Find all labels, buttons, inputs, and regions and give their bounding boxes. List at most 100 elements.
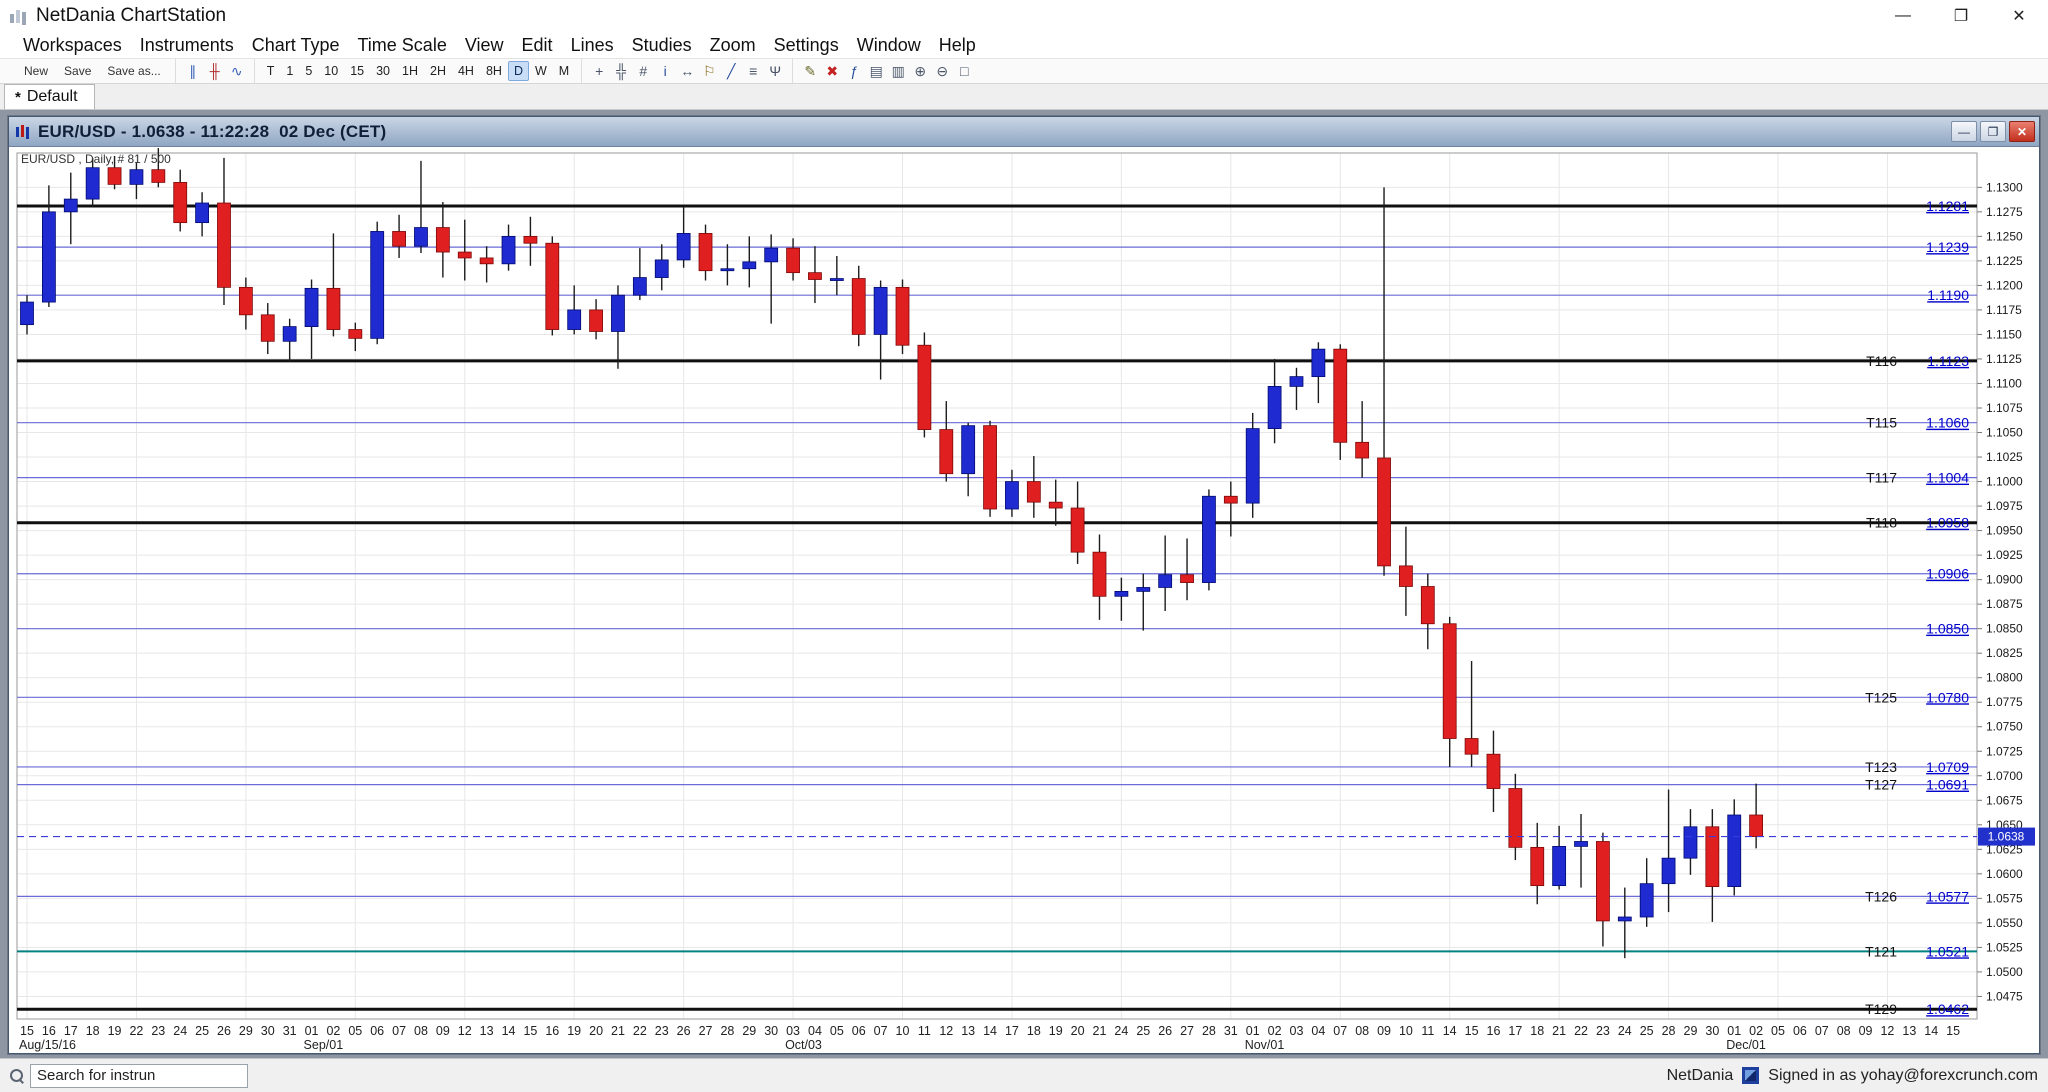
instrument-search xyxy=(10,1063,248,1088)
chart-restore-button[interactable]: ❐ xyxy=(1980,121,2006,142)
menubar: Workspaces Instruments Chart Type Time Scal… xyxy=(0,32,2048,58)
menu-instruments[interactable]: Instruments xyxy=(139,34,234,55)
timeframe-1h[interactable]: 1H xyxy=(402,64,418,78)
svg-text:1.0638: 1.0638 xyxy=(1988,830,2025,844)
chart-series-label: EUR/USD , Daily, # 81 / 500 xyxy=(21,152,171,166)
chart-body: EUR/USD , Daily, # 81 / 500 1.0475 1.0500… xyxy=(9,147,2039,1053)
brand-label: NetDania xyxy=(1666,1066,1734,1084)
candlestick-icon[interactable]: ╫ xyxy=(209,63,220,79)
svg-text:1.0577: 1.0577 xyxy=(1926,888,1969,904)
svg-text:21: 21 xyxy=(611,1024,625,1038)
edit-group: ✎ ✖ ƒ ▤ ▥ ⊕ ⊖ □ xyxy=(793,59,981,83)
studies-icon[interactable]: ƒ xyxy=(850,63,859,79)
timeframe-2h[interactable]: 2H xyxy=(430,64,446,78)
menu-workspaces[interactable]: Workspaces xyxy=(23,34,122,55)
svg-text:1.1300: 1.1300 xyxy=(1986,180,2023,194)
trendline-icon[interactable]: ╱ xyxy=(727,62,736,79)
timeframe-d[interactable]: D xyxy=(507,61,529,81)
chart-window-titlebar[interactable]: EUR/USD - 1.0638 - 11:22:28 02 Dec (CET)… xyxy=(9,117,2039,147)
snap-grid-icon[interactable]: # xyxy=(639,63,648,79)
pencil-icon[interactable]: ✎ xyxy=(804,62,817,79)
svg-text:13: 13 xyxy=(961,1024,975,1038)
svg-text:T129: T129 xyxy=(1865,1001,1897,1017)
tab-dirty-marker: * xyxy=(15,88,21,106)
svg-text:15: 15 xyxy=(523,1024,537,1038)
minimize-button[interactable]: — xyxy=(1895,7,1911,24)
pause-icon[interactable]: ∥ xyxy=(189,62,197,79)
svg-text:08: 08 xyxy=(1837,1024,1851,1038)
menu-lines[interactable]: Lines xyxy=(570,34,614,55)
svg-text:16: 16 xyxy=(1487,1024,1501,1038)
svg-text:T116: T116 xyxy=(1866,353,1897,369)
svg-text:Oct/03: Oct/03 xyxy=(785,1038,822,1052)
save-as--button[interactable]: Save as... xyxy=(107,64,161,78)
svg-text:26: 26 xyxy=(677,1024,691,1038)
timeframe-8h[interactable]: 8H xyxy=(485,64,502,78)
menu-settings[interactable]: Settings xyxy=(773,34,839,55)
svg-text:25: 25 xyxy=(1136,1024,1150,1038)
pitchfork-icon[interactable]: Ψ xyxy=(769,63,782,79)
menu-window[interactable]: Window xyxy=(856,34,921,55)
timeframe-t[interactable]: T xyxy=(266,64,275,78)
svg-text:17: 17 xyxy=(1508,1024,1522,1038)
menu-help[interactable]: Help xyxy=(938,34,976,55)
svg-text:T127: T127 xyxy=(1865,777,1897,793)
svg-text:1.0825: 1.0825 xyxy=(1986,646,2023,660)
timeframe-30[interactable]: 30 xyxy=(376,64,391,78)
new-button[interactable]: New xyxy=(24,64,49,78)
price-chart-canvas[interactable]: 1.0475 1.0500 1.0525 1.0550 1.0575 1.0600 1.06… xyxy=(9,147,2039,1053)
svg-text:1.0780: 1.0780 xyxy=(1926,689,1969,705)
menu-view[interactable]: View xyxy=(464,34,504,55)
delete-icon[interactable]: ✖ xyxy=(826,62,839,79)
svg-text:1.1050: 1.1050 xyxy=(1986,426,2023,440)
print-icon[interactable]: ▤ xyxy=(869,62,883,79)
timeframe-4h[interactable]: 4H xyxy=(457,64,474,78)
timeframe-w[interactable]: W xyxy=(534,64,547,78)
svg-text:Nov/01: Nov/01 xyxy=(1245,1038,1285,1052)
menu-zoom[interactable]: Zoom xyxy=(709,34,756,55)
svg-text:12: 12 xyxy=(939,1024,953,1038)
svg-text:13: 13 xyxy=(1902,1024,1916,1038)
menu-chart-type[interactable]: Chart Type xyxy=(251,34,340,55)
menu-time-scale[interactable]: Time Scale xyxy=(357,34,447,55)
chart-minimize-button[interactable]: — xyxy=(1951,121,1977,142)
tab-default[interactable]: * Default xyxy=(4,84,95,109)
expand-horizontal-icon[interactable]: ↔ xyxy=(680,63,695,79)
crosshair-icon[interactable]: + xyxy=(595,63,604,79)
print-preview-icon[interactable]: ▥ xyxy=(891,62,905,79)
fibonacci-icon[interactable]: ≡ xyxy=(749,63,758,79)
timeframe-m[interactable]: M xyxy=(558,64,570,78)
svg-text:T125: T125 xyxy=(1865,689,1897,705)
svg-text:1.1200: 1.1200 xyxy=(1986,278,2023,292)
svg-text:18: 18 xyxy=(86,1024,100,1038)
grid-icon[interactable]: ╬ xyxy=(616,63,627,79)
svg-text:30: 30 xyxy=(261,1024,275,1038)
svg-text:28: 28 xyxy=(1662,1024,1676,1038)
save-button[interactable]: Save xyxy=(64,64,92,78)
svg-text:24: 24 xyxy=(1114,1024,1128,1038)
timeframe-15[interactable]: 15 xyxy=(350,64,365,78)
timeframe-5[interactable]: 5 xyxy=(305,64,313,78)
close-button[interactable]: ✕ xyxy=(2012,8,2026,25)
maximize-button[interactable]: ❐ xyxy=(1953,8,1969,25)
timeframe-10[interactable]: 10 xyxy=(324,64,339,78)
svg-text:10: 10 xyxy=(1399,1024,1413,1038)
svg-text:02: 02 xyxy=(1268,1024,1282,1038)
alert-icon[interactable]: ⚐ xyxy=(702,62,716,79)
svg-text:12: 12 xyxy=(1880,1024,1894,1038)
svg-text:02: 02 xyxy=(326,1024,340,1038)
svg-text:1.1225: 1.1225 xyxy=(1986,254,2023,268)
zoom-box-icon[interactable]: □ xyxy=(959,63,969,79)
svg-text:1.0775: 1.0775 xyxy=(1986,695,2023,709)
chart-close-button[interactable]: ✕ xyxy=(2009,121,2035,142)
menu-studies[interactable]: Studies xyxy=(631,34,692,55)
info-icon[interactable]: i xyxy=(663,63,667,79)
zoom-out-icon[interactable]: ⊖ xyxy=(936,62,949,79)
zoom-in-icon[interactable]: ⊕ xyxy=(914,62,927,79)
menu-edit[interactable]: Edit xyxy=(521,34,553,55)
svg-text:14: 14 xyxy=(502,1024,516,1038)
search-input[interactable] xyxy=(30,1063,248,1088)
line-chart-icon[interactable]: ∿ xyxy=(230,62,243,79)
timeframe-1[interactable]: 1 xyxy=(286,64,294,78)
svg-text:20: 20 xyxy=(589,1024,603,1038)
